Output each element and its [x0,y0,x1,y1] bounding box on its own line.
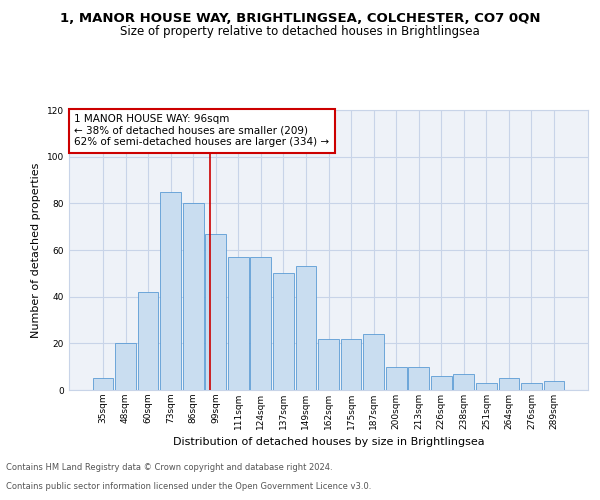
Bar [341,338,361,390]
X-axis label: Distribution of detached houses by size in Brightlingsea: Distribution of detached houses by size … [173,438,484,448]
Text: 1 MANOR HOUSE WAY: 96sqm
← 38% of detached houses are smaller (209)
62% of semi-: 1 MANOR HOUSE WAY: 96sqm ← 38% of detach… [74,114,329,148]
Bar [476,383,497,390]
Bar [499,378,520,390]
Bar [273,274,294,390]
Y-axis label: Number of detached properties: Number of detached properties [31,162,41,338]
Bar [544,380,565,390]
Bar [205,234,226,390]
Bar [318,338,339,390]
Bar [115,344,136,390]
Text: Size of property relative to detached houses in Brightlingsea: Size of property relative to detached ho… [120,25,480,38]
Bar [521,383,542,390]
Bar [386,366,407,390]
Bar [454,374,474,390]
Bar [409,366,429,390]
Bar [431,376,452,390]
Text: Contains HM Land Registry data © Crown copyright and database right 2024.: Contains HM Land Registry data © Crown c… [6,464,332,472]
Bar [250,257,271,390]
Bar [363,334,384,390]
Bar [92,378,113,390]
Bar [228,257,248,390]
Bar [137,292,158,390]
Bar [296,266,316,390]
Text: 1, MANOR HOUSE WAY, BRIGHTLINGSEA, COLCHESTER, CO7 0QN: 1, MANOR HOUSE WAY, BRIGHTLINGSEA, COLCH… [60,12,540,26]
Bar [183,204,203,390]
Bar [160,192,181,390]
Text: Contains public sector information licensed under the Open Government Licence v3: Contains public sector information licen… [6,482,371,491]
